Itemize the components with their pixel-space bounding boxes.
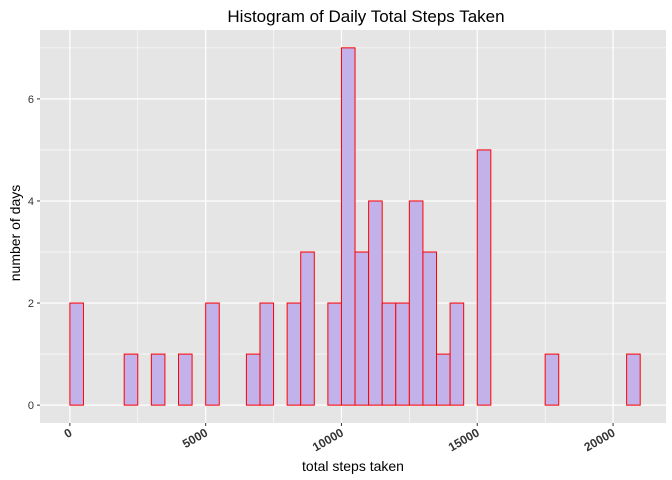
histogram-bar [422,251,438,406]
chart-title: Histogram of Daily Total Steps Taken [227,7,504,26]
histogram-bar [476,149,492,406]
y-tick-label: 0 [28,400,34,412]
y-tick-label: 2 [28,298,34,310]
histogram-bars [69,47,641,406]
y-tick-label: 4 [28,196,34,208]
histogram-bar [395,302,410,406]
x-tick-label: 20000 [582,425,618,454]
histogram-bar [205,302,220,406]
histogram-bar [449,302,465,406]
histogram-bar [544,353,560,406]
y-axis-ticks: 0 2 4 6 [28,94,40,412]
histogram-bar [286,302,302,406]
x-tick-label: 15000 [446,425,482,454]
x-tick-label: 10000 [310,425,346,454]
histogram-bar [178,353,193,406]
histogram-bar [69,302,84,406]
x-axis-ticks: 0 5000 10000 15000 20000 [62,423,618,454]
y-axis-title: number of days [7,185,23,282]
histogram-bar [245,353,261,406]
y-tick-label: 6 [28,94,34,106]
x-tick-label: 5000 [180,425,210,451]
x-axis-title: total steps taken [302,458,404,474]
histogram-bar [436,353,451,406]
histogram-bar [381,302,397,406]
histogram-bar [340,47,356,406]
histogram-bar [150,353,166,406]
histogram-bar [354,251,370,406]
histogram-bar [368,200,383,406]
histogram-bar [626,353,641,406]
x-tick-label: 0 [62,425,75,441]
histogram-bar [408,200,424,406]
histogram-bar [300,251,315,406]
histogram-bar [327,302,342,406]
histogram-bar [123,353,139,406]
histogram-bar [259,302,275,406]
